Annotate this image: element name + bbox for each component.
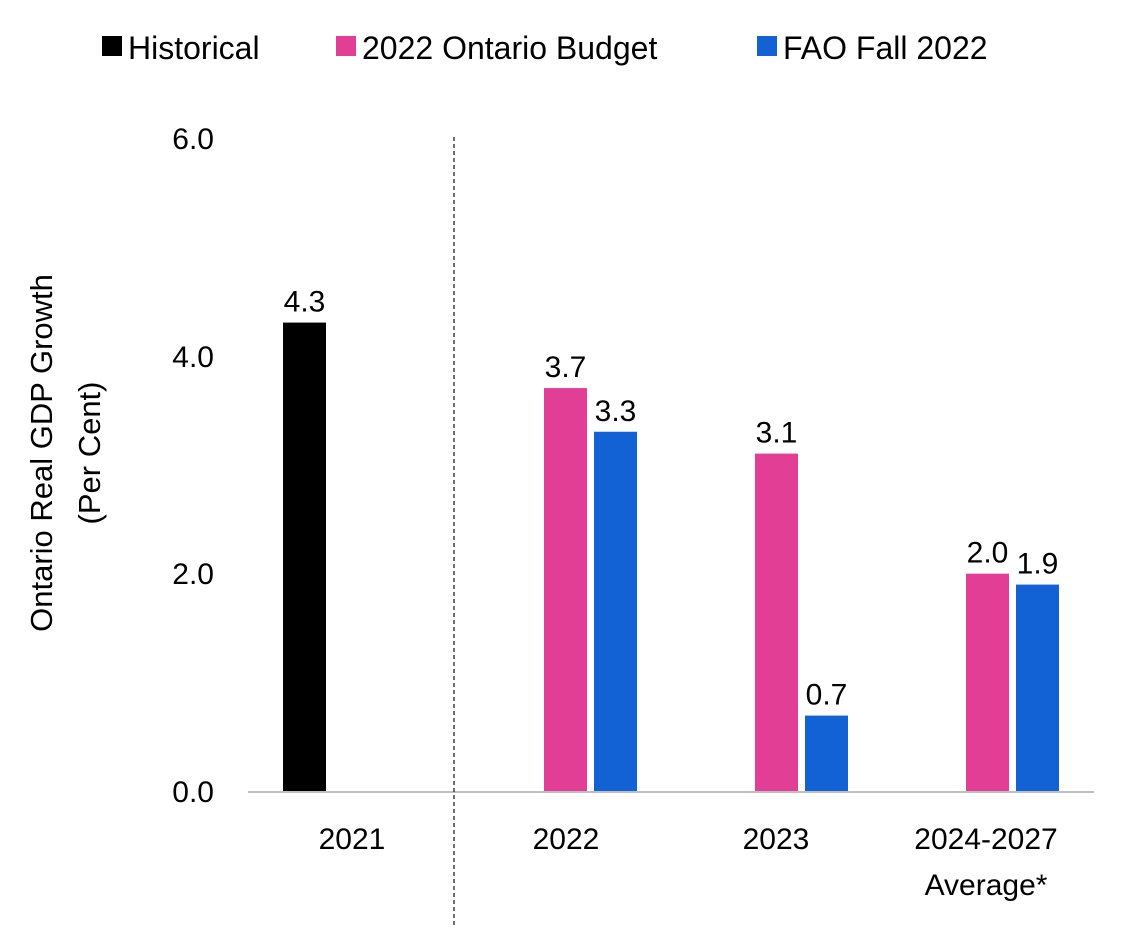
legend-label-fao: FAO Fall 2022	[783, 30, 988, 66]
legend-swatch-budget	[336, 36, 356, 56]
legend: Historical 2022 Ontario Budget FAO Fall …	[102, 30, 988, 66]
bar-historical-2021	[283, 322, 326, 792]
y-tick-label-2: 2.0	[172, 558, 214, 591]
legend-label-budget: 2022 Ontario Budget	[362, 30, 657, 66]
category-label-2021: 2021	[319, 823, 386, 856]
value-labels: 4.3 3.7 3.1 2.0 3.3 0.7 1.9	[284, 286, 1059, 712]
category-label-2024-2027: 2024-2027	[914, 823, 1057, 856]
category-label-2022: 2022	[533, 823, 600, 856]
bar-fao-2023	[805, 715, 848, 792]
bars	[283, 322, 1059, 792]
data-label-budget-2022: 3.7	[545, 351, 587, 384]
category-label-2023: 2023	[743, 823, 810, 856]
y-tick-label-6: 6.0	[172, 123, 214, 156]
x-axis-categories: 2021 2022 2023 2024-2027 Average*	[319, 823, 1058, 902]
y-axis-title-line-1: Ontario Real GDP Growth	[24, 274, 59, 632]
data-label-budget-2023: 3.1	[756, 417, 798, 450]
legend-swatch-fao	[757, 36, 777, 56]
bar-budget-2024-2027	[966, 573, 1009, 792]
legend-item-budget: 2022 Ontario Budget	[336, 30, 657, 66]
data-label-fao-2023: 0.7	[806, 679, 848, 712]
data-label-fao-2024-2027: 1.9	[1017, 548, 1059, 581]
y-tick-label-4: 4.0	[172, 341, 214, 374]
y-axis-title-line-2: (Per Cent)	[72, 382, 107, 525]
legend-label-historical: Historical	[128, 30, 260, 66]
y-axis-title: Ontario Real GDP Growth (Per Cent)	[24, 274, 107, 632]
data-label-historical-2021: 4.3	[284, 286, 326, 319]
y-tick-label-0: 0.0	[172, 776, 214, 809]
bar-budget-2023	[755, 453, 798, 792]
data-label-budget-2024-2027: 2.0	[967, 537, 1009, 570]
bar-fao-2024-2027	[1016, 584, 1059, 792]
legend-item-historical: Historical	[102, 30, 260, 66]
legend-item-fao: FAO Fall 2022	[757, 30, 988, 66]
bar-budget-2022	[544, 388, 587, 792]
bar-fao-2022	[594, 431, 637, 792]
category-sublabel-average: Average*	[925, 869, 1048, 902]
y-axis-ticks: 0.0 2.0 4.0 6.0	[172, 123, 214, 809]
data-label-fao-2022: 3.3	[595, 395, 637, 428]
legend-swatch-historical	[102, 36, 122, 56]
